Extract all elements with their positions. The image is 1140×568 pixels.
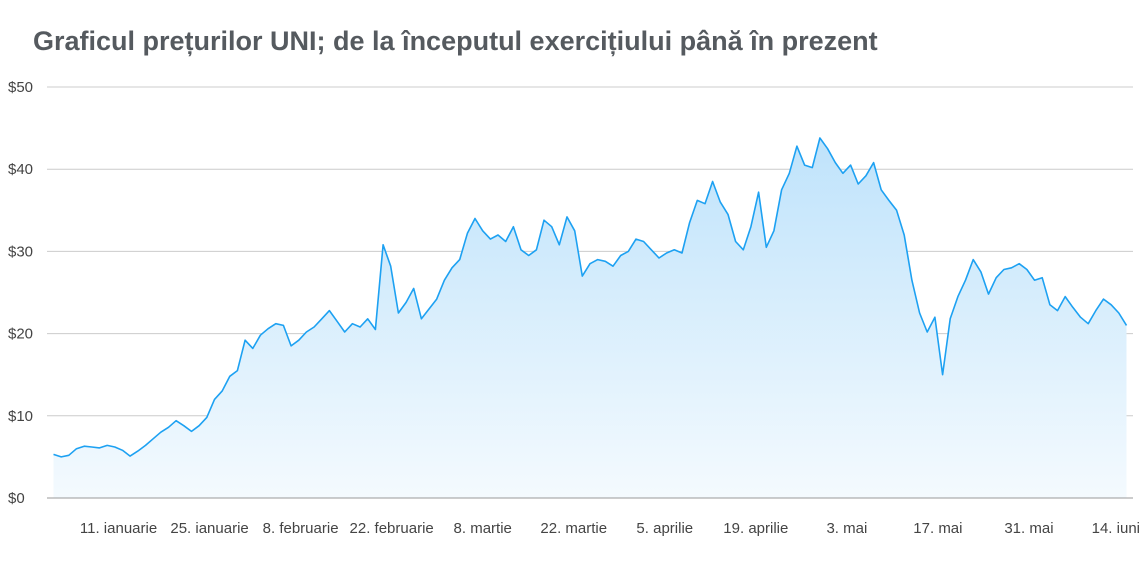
- x-tick-label: 11. ianuarie: [80, 520, 157, 537]
- x-tick-label: 31. mai: [1004, 520, 1053, 537]
- x-tick-label: 3. mai: [826, 520, 867, 537]
- x-tick-label: 19. aprilie: [723, 520, 788, 537]
- x-tick-label: 22. martie: [540, 520, 607, 537]
- y-tick-label: $0: [8, 490, 25, 507]
- y-axis-ticks: $0 $10 $20 $30 $40 $50: [8, 79, 33, 507]
- price-area: [53, 138, 1127, 498]
- x-tick-label: 8. februarie: [263, 520, 339, 537]
- price-line: [53, 137, 1128, 458]
- chart-title: Graficul prețurilor UNI; de la începutul…: [33, 26, 878, 56]
- x-tick-label: 17. mai: [913, 520, 962, 537]
- x-tick-label: 14. iunie: [1092, 520, 1140, 537]
- x-tick-label: 8. martie: [454, 520, 512, 537]
- y-tick-label: $20: [8, 326, 33, 343]
- x-tick-label: 5. aprilie: [636, 520, 693, 537]
- y-tick-label: $10: [8, 408, 33, 425]
- x-tick-label: 22. februarie: [350, 520, 434, 537]
- y-tick-label: $30: [8, 243, 33, 260]
- x-tick-label: 25. ianuarie: [170, 520, 248, 537]
- y-tick-label: $40: [8, 161, 33, 178]
- y-tick-label: $50: [8, 79, 33, 96]
- x-axis-ticks: 11. ianuarie 25. ianuarie 8. februarie 22. …: [80, 520, 1140, 537]
